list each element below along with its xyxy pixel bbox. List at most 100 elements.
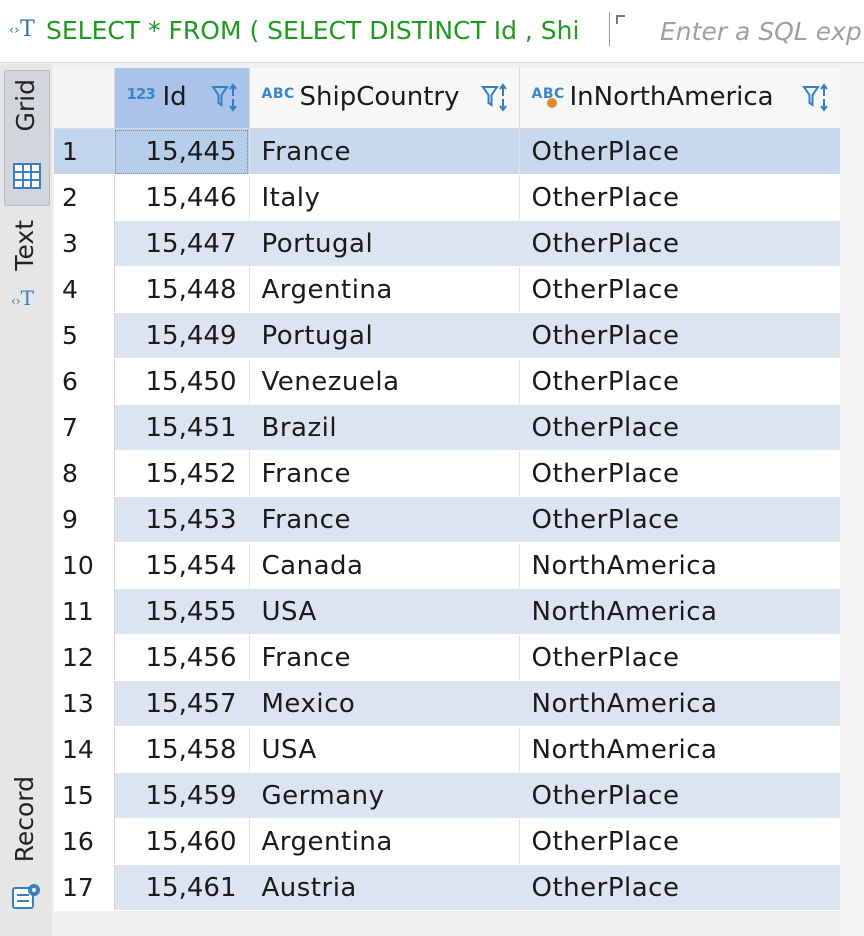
cell-shipcountry[interactable]: France <box>249 450 520 497</box>
cell-id[interactable]: 15,451 <box>114 404 250 451</box>
table-row[interactable]: 3 15,447 Portugal OtherPlace <box>54 220 841 267</box>
cell-innorthamerica[interactable]: OtherPlace <box>519 450 841 497</box>
cell-shipcountry[interactable]: Portugal <box>249 312 520 359</box>
row-number[interactable]: 16 <box>54 818 115 865</box>
cell-id[interactable]: 15,452 <box>114 450 250 497</box>
cell-shipcountry[interactable]: Argentina <box>249 818 520 865</box>
row-number[interactable]: 13 <box>54 680 115 727</box>
row-number[interactable]: 4 <box>54 266 115 313</box>
cell-innorthamerica[interactable]: OtherPlace <box>519 818 841 865</box>
table-row[interactable]: 11 15,455 USA NorthAmerica <box>54 588 841 635</box>
cell-innorthamerica[interactable]: NorthAmerica <box>519 542 841 589</box>
table-row[interactable]: 1 15,445 France OtherPlace <box>54 128 841 175</box>
cell-id[interactable]: 15,449 <box>114 312 250 359</box>
table-row[interactable]: 2 15,446 Italy OtherPlace <box>54 174 841 221</box>
cell-shipcountry[interactable]: Germany <box>249 772 520 819</box>
table-row[interactable]: 13 15,457 Mexico NorthAmerica <box>54 680 841 727</box>
cell-id[interactable]: 15,456 <box>114 634 250 681</box>
cell-innorthamerica[interactable]: OtherPlace <box>519 772 841 819</box>
tab-record[interactable]: Record <box>4 770 48 918</box>
column-filter-sort-icon[interactable] <box>801 83 832 113</box>
table-row[interactable]: 10 15,454 Canada NorthAmerica <box>54 542 841 589</box>
vertical-scroll-area[interactable] <box>840 64 864 936</box>
table-row[interactable]: 7 15,451 Brazil OtherPlace <box>54 404 841 451</box>
table-row[interactable]: 8 15,452 France OtherPlace <box>54 450 841 497</box>
table-row[interactable]: 17 15,461 Austria OtherPlace <box>54 864 841 911</box>
cell-shipcountry[interactable]: Portugal <box>249 220 520 267</box>
cell-id[interactable]: 15,458 <box>114 726 250 773</box>
sql-query-text[interactable]: SELECT * FROM ( SELECT DISTINCT Id , Shi <box>46 16 580 45</box>
tab-grid[interactable]: Grid <box>4 70 50 206</box>
table-row[interactable]: 5 15,449 Portugal OtherPlace <box>54 312 841 359</box>
sql-editor-icon[interactable]: ‹› T <box>9 17 35 42</box>
cell-id[interactable]: 15,446 <box>114 174 250 221</box>
cell-innorthamerica[interactable]: NorthAmerica <box>519 726 841 773</box>
cell-shipcountry[interactable]: Austria <box>249 864 520 911</box>
row-number[interactable]: 14 <box>54 726 115 773</box>
column-header-shipcountry[interactable]: ABC ShipCountry <box>249 68 520 129</box>
column-filter-sort-icon[interactable] <box>480 83 511 113</box>
row-number[interactable]: 11 <box>54 588 115 635</box>
cell-id[interactable]: 15,447 <box>114 220 250 267</box>
cell-id[interactable]: 15,454 <box>114 542 250 589</box>
row-number[interactable]: 5 <box>54 312 115 359</box>
table-row[interactable]: 12 15,456 France OtherPlace <box>54 634 841 681</box>
cell-id[interactable]: 15,459 <box>114 772 250 819</box>
cell-shipcountry[interactable]: Venezuela <box>249 358 520 405</box>
row-number[interactable]: 10 <box>54 542 115 589</box>
cell-id[interactable]: 15,453 <box>114 496 250 543</box>
column-filter-sort-icon[interactable] <box>210 83 241 113</box>
column-header-innorthamerica[interactable]: ABC InNorthAmerica <box>519 68 841 129</box>
cell-id[interactable]: 15,450 <box>114 358 250 405</box>
cell-innorthamerica[interactable]: OtherPlace <box>519 496 841 543</box>
cell-innorthamerica[interactable]: OtherPlace <box>519 174 841 221</box>
row-number[interactable]: 15 <box>54 772 115 819</box>
cell-innorthamerica[interactable]: OtherPlace <box>519 220 841 267</box>
cell-id[interactable]: 15,448 <box>114 266 250 313</box>
cell-id[interactable]: 15,457 <box>114 680 250 727</box>
cell-innorthamerica[interactable]: OtherPlace <box>519 358 841 405</box>
cell-innorthamerica[interactable]: OtherPlace <box>519 266 841 313</box>
cell-innorthamerica[interactable]: OtherPlace <box>519 634 841 681</box>
cell-shipcountry[interactable]: USA <box>249 726 520 773</box>
table-row[interactable]: 9 15,453 France OtherPlace <box>54 496 841 543</box>
row-number[interactable]: 3 <box>54 220 115 267</box>
cell-shipcountry[interactable]: France <box>249 128 520 175</box>
table-row[interactable]: 4 15,448 Argentina OtherPlace <box>54 266 841 313</box>
cell-innorthamerica[interactable]: OtherPlace <box>519 128 841 175</box>
cell-id[interactable]: 15,461 <box>114 864 250 911</box>
row-number[interactable]: 7 <box>54 404 115 451</box>
table-row[interactable]: 6 15,450 Venezuela OtherPlace <box>54 358 841 405</box>
cell-innorthamerica[interactable]: NorthAmerica <box>519 588 841 635</box>
cell-shipcountry[interactable]: Italy <box>249 174 520 221</box>
cell-shipcountry[interactable]: France <box>249 496 520 543</box>
row-number[interactable]: 12 <box>54 634 115 681</box>
cell-id[interactable]: 15,460 <box>114 818 250 865</box>
table-row[interactable]: 16 15,460 Argentina OtherPlace <box>54 818 841 865</box>
cell-shipcountry[interactable]: Argentina <box>249 266 520 313</box>
row-number[interactable]: 9 <box>54 496 115 543</box>
row-number[interactable]: 17 <box>54 864 115 911</box>
filter-expression-input[interactable] <box>648 12 864 50</box>
column-header-id[interactable]: 123 Id <box>114 68 250 129</box>
tab-text[interactable]: Text ‹›T <box>4 214 48 324</box>
expand-corner-icon[interactable] <box>609 12 628 46</box>
row-number-header[interactable] <box>54 68 115 129</box>
table-row[interactable]: 14 15,458 USA NorthAmerica <box>54 726 841 773</box>
cell-shipcountry[interactable]: Mexico <box>249 680 520 727</box>
cell-innorthamerica[interactable]: OtherPlace <box>519 404 841 451</box>
row-number[interactable]: 2 <box>54 174 115 221</box>
cell-id[interactable]: 15,445 <box>114 128 250 175</box>
cell-shipcountry[interactable]: Brazil <box>249 404 520 451</box>
cell-shipcountry[interactable]: France <box>249 634 520 681</box>
cell-innorthamerica[interactable]: OtherPlace <box>519 312 841 359</box>
cell-shipcountry[interactable]: Canada <box>249 542 520 589</box>
table-row[interactable]: 15 15,459 Germany OtherPlace <box>54 772 841 819</box>
cell-shipcountry[interactable]: USA <box>249 588 520 635</box>
cell-innorthamerica[interactable]: NorthAmerica <box>519 680 841 727</box>
cell-innorthamerica[interactable]: OtherPlace <box>519 864 841 911</box>
cell-id[interactable]: 15,455 <box>114 588 250 635</box>
row-number[interactable]: 6 <box>54 358 115 405</box>
row-number[interactable]: 8 <box>54 450 115 497</box>
row-number[interactable]: 1 <box>54 128 115 175</box>
